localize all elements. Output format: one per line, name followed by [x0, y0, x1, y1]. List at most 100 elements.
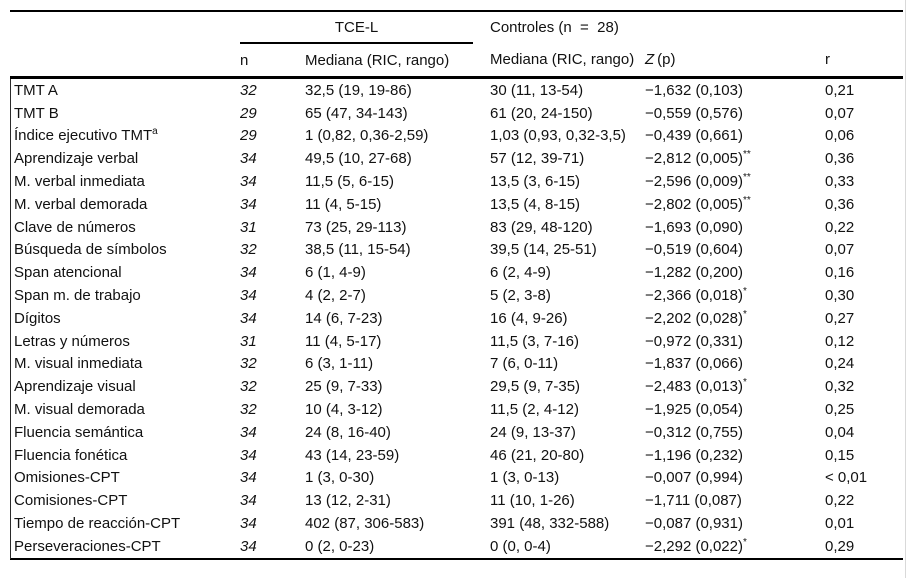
cell-n: 29 — [240, 104, 257, 122]
cell-r: 0,07 — [825, 104, 855, 122]
cell-control-median: 24 (9, 13-37) — [490, 423, 576, 441]
cell-n: 34 — [240, 537, 257, 555]
cell-z: −0,519 (0,604) — [645, 239, 825, 262]
table-row: Letras y números 31 11 (4, 5-17) 11,5 (3… — [10, 330, 903, 353]
cell-tce-median: 4 (2, 2-7) — [305, 287, 366, 305]
cell-tce-median: 1 (3, 0-30) — [305, 469, 375, 487]
cell-r: 0,36 — [825, 150, 855, 168]
cell-test-label: Perseveraciones-CPT — [10, 535, 240, 559]
cell-z: −1,693 (0,090) — [645, 216, 825, 239]
z-value-text: −0,312 (0,755) — [645, 423, 743, 441]
cell-n: 34 — [240, 446, 257, 464]
cell-n: 34 — [240, 287, 257, 305]
header-col-median-controls: Mediana (RIC, rango) — [473, 43, 645, 79]
table-row: Fluencia semántica 34 24 (8, 16-40) 24 (… — [10, 421, 903, 444]
cell-tce-median: 32,5 (19, 19-86) — [305, 81, 412, 99]
cell-r: < 0,01 — [825, 469, 868, 487]
cell-tce-median: 402 (87, 306-583) — [305, 515, 425, 533]
cell-test-label: M. visual demorada — [10, 398, 240, 421]
test-label-text: Clave de números — [14, 218, 136, 236]
cell-tce-median: 65 (47, 34-143) — [305, 104, 408, 122]
cell-control-median: 83 (29, 48-120) — [490, 218, 593, 236]
cell-n: 34 — [240, 469, 257, 487]
z-value-text: −2,596 (0,009) — [645, 173, 743, 191]
test-label-text: Perseveraciones-CPT — [14, 537, 161, 555]
cell-n: 32 — [240, 355, 257, 373]
cell-tce-median: 25 (9, 7-33) — [305, 378, 383, 396]
cell-r: 0,15 — [825, 446, 855, 464]
table-row: Clave de números 31 73 (25, 29-113) 83 (… — [10, 216, 903, 239]
cell-n: 34 — [240, 423, 257, 441]
test-label-text: Aprendizaje visual — [14, 378, 136, 396]
test-label-text: Fluencia fonética — [14, 446, 128, 464]
cell-n: 34 — [240, 264, 257, 282]
table-row: Búsqueda de símbolos 32 38,5 (11, 15-54)… — [10, 239, 903, 262]
cell-test-label: Fluencia semántica — [10, 421, 240, 444]
cell-tce-median: 6 (3, 1-11) — [305, 355, 374, 373]
cell-tce-median: 14 (6, 7-23) — [305, 309, 383, 327]
cell-r: 0,22 — [825, 492, 855, 510]
cell-z: −0,972 (0,331) — [645, 330, 825, 353]
cell-r: 0,04 — [825, 423, 855, 441]
test-label-text: Tiempo de reacción-CPT — [14, 515, 181, 533]
cell-test-label: Búsqueda de símbolos — [10, 239, 240, 262]
z-value-text: −1,196 (0,232) — [645, 446, 743, 464]
cell-r: 0,29 — [825, 537, 855, 555]
table-row: Span m. de trabajo 34 4 (2, 2-7) 5 (2, 3… — [10, 284, 903, 307]
test-label-text: M. visual inmediata — [14, 355, 143, 373]
header-col-median-tce: Mediana (RIC, rango) — [305, 43, 473, 79]
cell-r: 0,16 — [825, 264, 855, 282]
test-label-text: Aprendizaje verbal — [14, 150, 139, 168]
z-p-suffix: (p) — [654, 51, 676, 68]
z-value-text: −0,087 (0,931) — [645, 515, 743, 533]
table-row: Comisiones-CPT 34 13 (12, 2-31) 11 (10, … — [10, 489, 903, 512]
cell-n: 34 — [240, 173, 257, 191]
z-value-text: −2,802 (0,005) — [645, 195, 743, 213]
cell-r: 0,12 — [825, 332, 855, 350]
cell-z: −1,632 (0,103) — [645, 78, 825, 102]
cell-tce-median: 13 (12, 2-31) — [305, 492, 391, 510]
cell-tce-median: 24 (8, 16-40) — [305, 423, 391, 441]
header-empty-cell — [10, 43, 240, 79]
cell-control-median: 11,5 (3, 7-16) — [490, 332, 579, 350]
cell-control-median: 1 (3, 0-13) — [490, 469, 560, 487]
cell-tce-median: 6 (1, 4-9) — [305, 264, 366, 282]
cell-z: −2,366 (0,018)* — [645, 284, 825, 307]
cell-n: 32 — [240, 81, 257, 99]
cell-test-label: Aprendizaje visual — [10, 375, 240, 398]
cell-control-median: 57 (12, 39-71) — [490, 150, 585, 168]
z-value-text: −1,632 (0,103) — [645, 81, 743, 99]
cell-z: −1,837 (0,066) — [645, 353, 825, 376]
table-row: Tiempo de reacción-CPT 34 402 (87, 306-5… — [10, 512, 903, 535]
scan-edge-line — [905, 0, 906, 578]
z-value-text: −0,439 (0,661) — [645, 127, 743, 145]
label-footnote-marker: a — [152, 126, 158, 138]
header-group-controls: Controles (n = 28) — [490, 19, 619, 36]
cell-control-median: 11,5 (2, 4-12) — [490, 401, 579, 419]
header-empty-cell — [825, 11, 903, 43]
cell-n: 31 — [240, 332, 257, 350]
cell-test-label: Span m. de trabajo — [10, 284, 240, 307]
cell-test-label: Comisiones-CPT — [10, 489, 240, 512]
cell-test-label: Aprendizaje verbal — [10, 147, 240, 170]
z-value-text: −1,711 (0,087) — [645, 492, 742, 510]
cell-tce-median: 10 (4, 3-12) — [305, 401, 383, 419]
cell-tce-median: 1 (0,82, 0,36-2,59) — [305, 127, 429, 145]
header-col-z: Z (p) — [645, 43, 825, 79]
cell-tce-median: 11 (4, 5-15) — [305, 195, 382, 213]
cell-z: −2,596 (0,009)** — [645, 170, 825, 193]
cell-test-label: Índice ejecutivo TMTa — [10, 125, 240, 148]
cell-r: 0,33 — [825, 173, 855, 191]
test-label-text: Span atencional — [14, 264, 122, 282]
cell-control-median: 61 (20, 24-150) — [490, 104, 593, 122]
cell-z: −1,925 (0,054) — [645, 398, 825, 421]
cell-control-median: 11 (10, 1-26) — [490, 492, 575, 510]
test-label-text: Omisiones-CPT — [14, 469, 120, 487]
cell-z: −0,007 (0,994) — [645, 467, 825, 490]
table-header: TCE-L Controles (n = 28) n Mediana (RIC,… — [10, 11, 903, 79]
cell-test-label: Letras y números — [10, 330, 240, 353]
cell-test-label: Fluencia fonética — [10, 444, 240, 467]
cell-tce-median: 11 (4, 5-17) — [305, 332, 382, 350]
cell-test-label: M. verbal demorada — [10, 193, 240, 216]
